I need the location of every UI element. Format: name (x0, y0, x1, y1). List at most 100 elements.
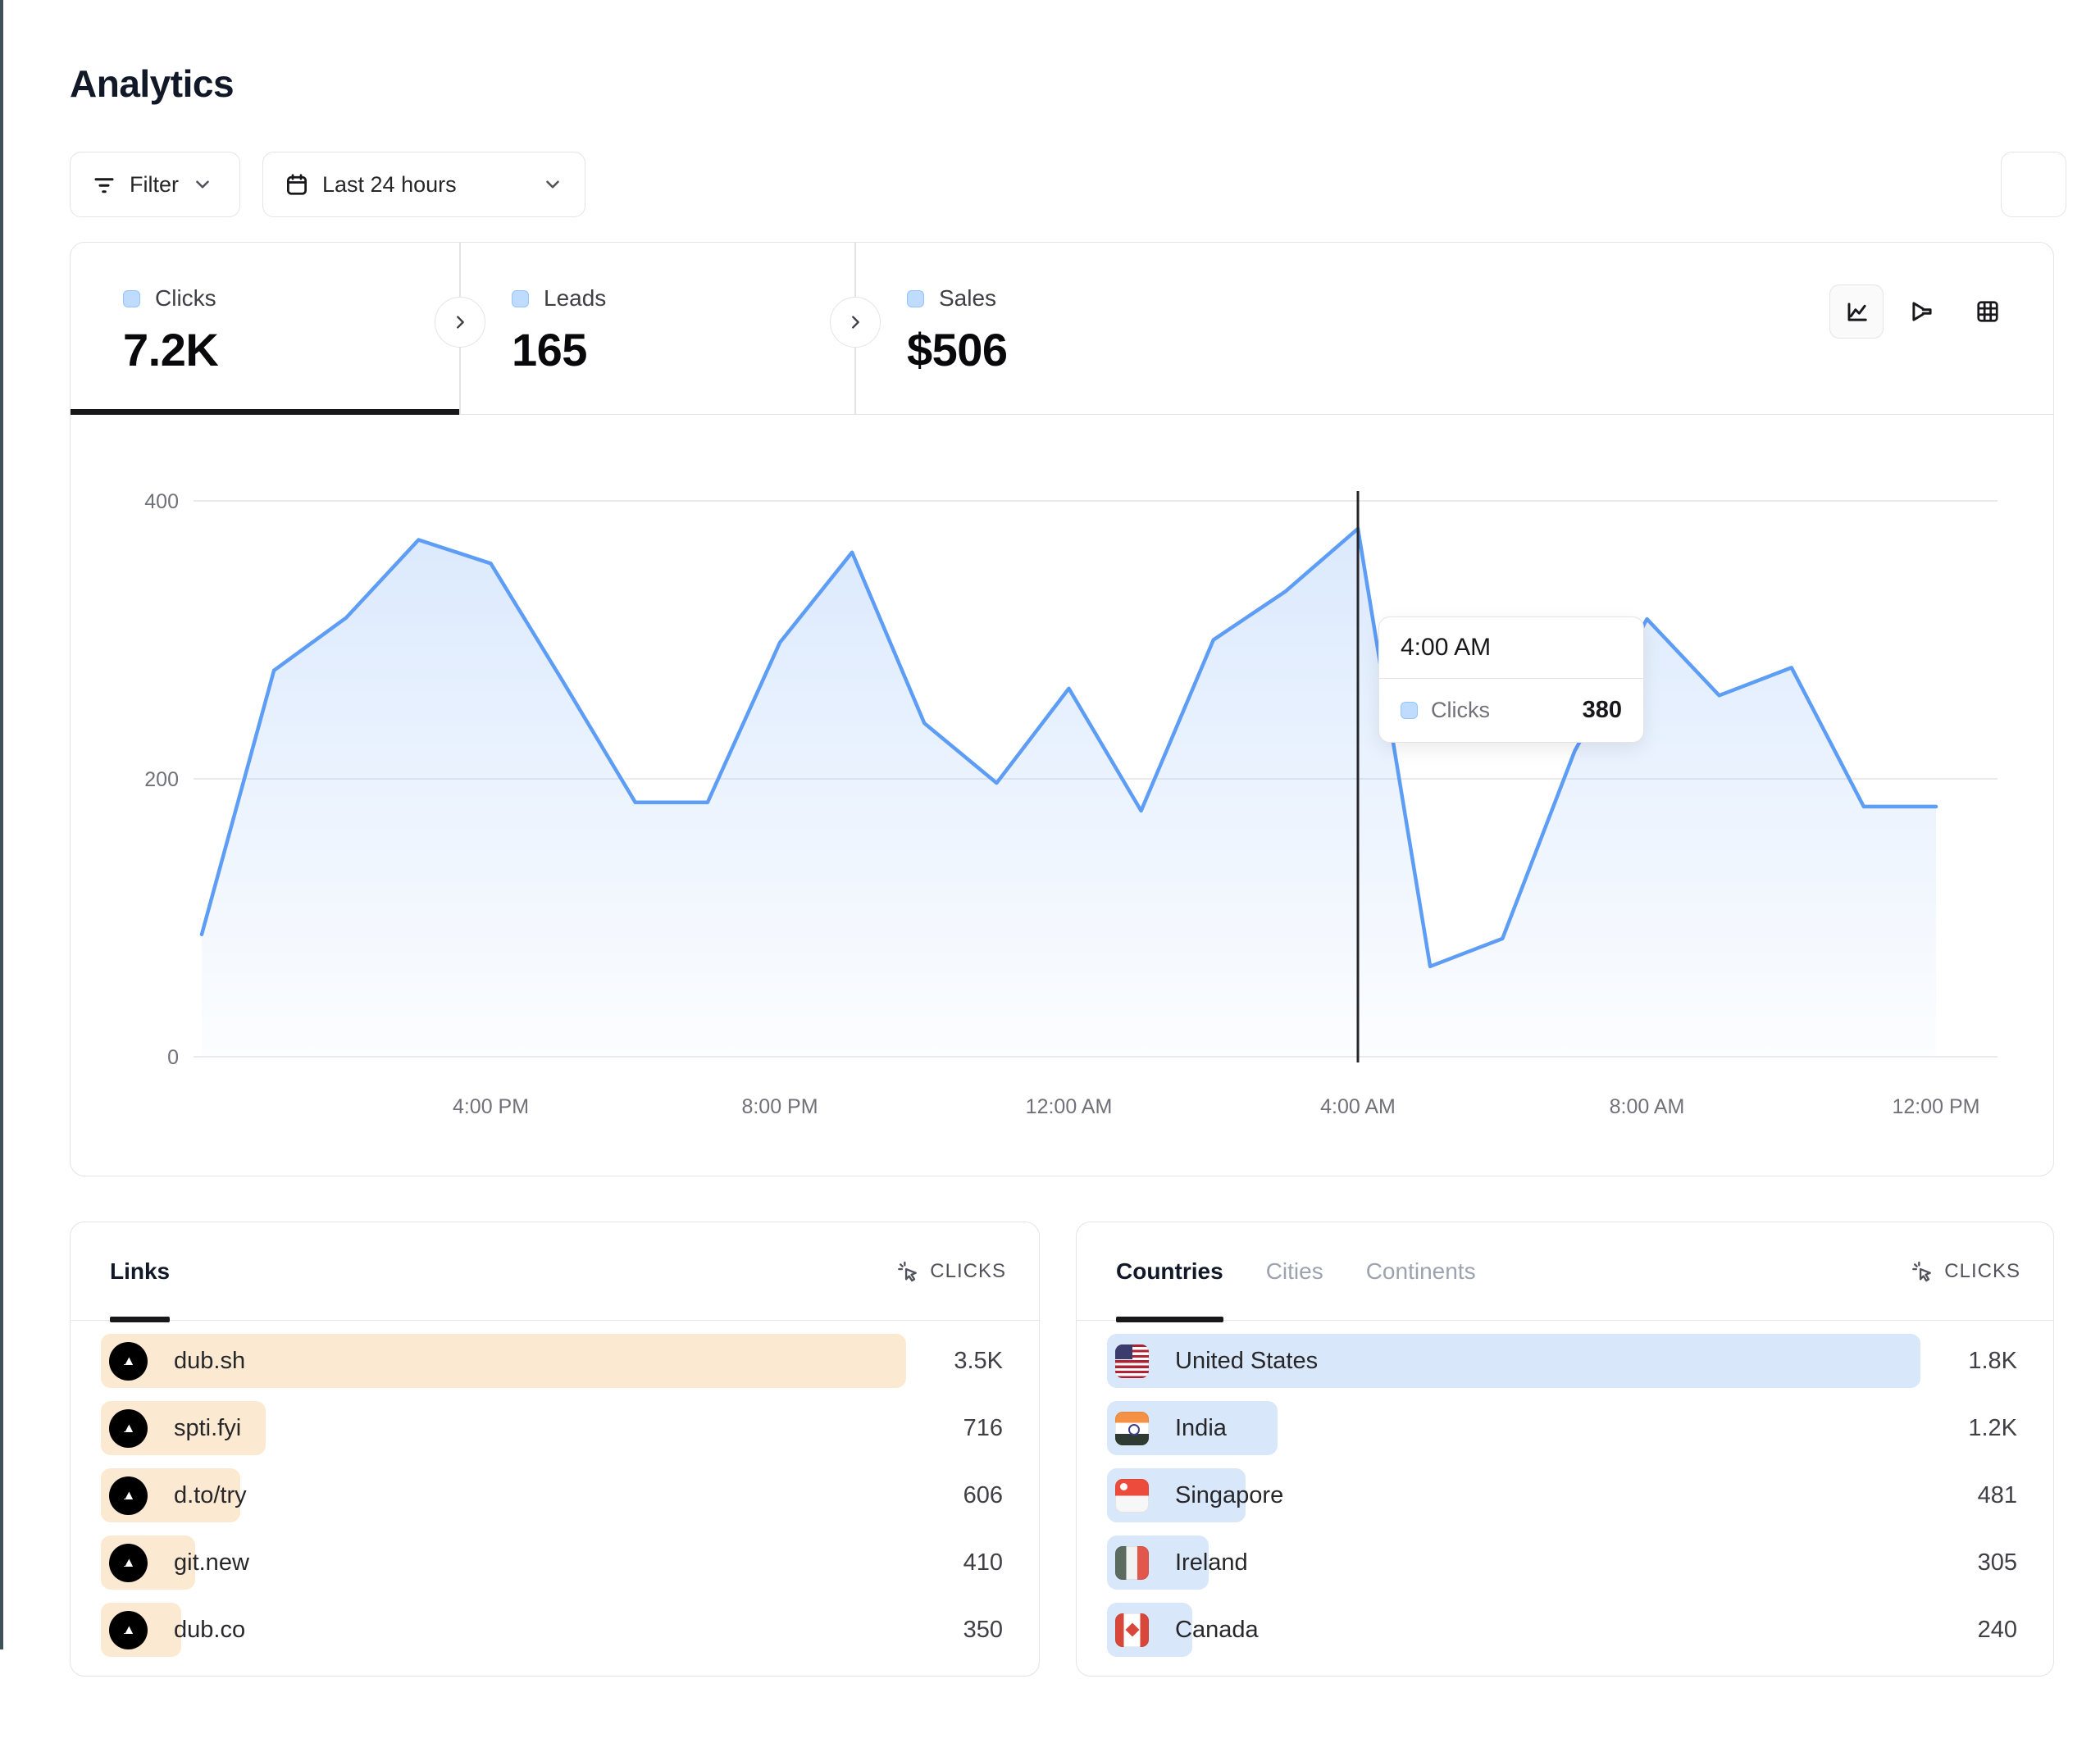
more-options-button[interactable] (2001, 152, 2066, 217)
links-metric-header[interactable]: CLICKS (897, 1260, 1006, 1283)
filter-icon (94, 178, 114, 193)
stat-label: Leads (544, 285, 607, 311)
chevron-right-icon (852, 316, 859, 329)
row-label: United States (1175, 1347, 1319, 1374)
sg-flag-icon (1115, 1478, 1149, 1513)
countries-panel: Countries Cities Continents CLICKS Unite… (1076, 1222, 2054, 1677)
link-row[interactable]: ▲ dub.sh 3.5K (101, 1334, 1003, 1388)
filter-button[interactable]: Filter (70, 152, 240, 217)
countries-panel-header: Countries Cities Continents CLICKS (1077, 1222, 2053, 1322)
link-row[interactable]: ▲ dub.co 350 (101, 1603, 1003, 1657)
date-range-button[interactable]: Last 24 hours (262, 152, 585, 217)
chart-area-fill (202, 528, 1936, 1057)
expand-leads-chevron[interactable] (830, 297, 881, 348)
tab-clicks[interactable]: Clicks 7.2K (71, 243, 459, 415)
row-clicks-value: 481 (1977, 1481, 2017, 1508)
country-row[interactable]: Singapore 481 (1107, 1468, 2017, 1522)
sales-legend-chip (907, 289, 924, 307)
tooltip-series-chip (1401, 702, 1418, 719)
active-tab-underline (71, 409, 459, 415)
countries-metric-header[interactable]: CLICKS (1911, 1260, 2020, 1283)
table-view-button[interactable] (1961, 284, 2015, 339)
countries-metric-label: CLICKS (1944, 1259, 2020, 1282)
chevron-right-icon (457, 316, 464, 329)
tab-countries[interactable]: Countries (1116, 1222, 1223, 1322)
date-range-label: Last 24 hours (322, 171, 457, 197)
links-metric-label: CLICKS (930, 1259, 1006, 1282)
tab-links[interactable]: Links (110, 1222, 171, 1322)
row-label: spti.fyi (174, 1414, 242, 1441)
dub-logo-icon: ▲ (109, 1476, 148, 1515)
row-label: dub.sh (174, 1347, 246, 1374)
bar-track (101, 1334, 906, 1388)
row-clicks-value: 606 (963, 1481, 1003, 1508)
row-label: Canada (1175, 1616, 1259, 1643)
link-row[interactable]: ▲ git.new 410 (101, 1536, 1003, 1590)
svg-text:4:00 PM: 4:00 PM (453, 1095, 529, 1118)
funnel-chart-view-button[interactable] (1895, 284, 1949, 339)
ca-flag-icon (1115, 1613, 1149, 1647)
row-content: ▲ git.new (109, 1536, 249, 1590)
row-content: ▲ dub.co (109, 1603, 245, 1657)
chart-line (199, 526, 1938, 969)
row-content: Singapore (1115, 1468, 1283, 1522)
clicks-icon (1912, 1261, 1932, 1281)
country-row[interactable]: India 1.2K (1107, 1401, 2017, 1455)
table-grid-icon (1977, 301, 1998, 322)
stat-label: Sales (939, 285, 997, 311)
bar-track (1107, 1401, 1920, 1455)
clicks-icon (898, 1261, 918, 1281)
country-row[interactable]: United States 1.8K (1107, 1334, 2017, 1388)
tab-continents[interactable]: Continents (1365, 1258, 1476, 1284)
row-label: dub.co (174, 1616, 246, 1643)
row-content: Ireland (1115, 1536, 1248, 1590)
tab-leads[interactable]: Leads 165 (459, 243, 854, 415)
row-label: India (1175, 1414, 1227, 1441)
svg-text:12:00 PM: 12:00 PM (1892, 1095, 1979, 1118)
dub-logo-icon: ▲ (109, 1341, 148, 1381)
row-clicks-value: 350 (963, 1616, 1003, 1643)
row-content: ▲ spti.fyi (109, 1401, 241, 1455)
svg-text:0: 0 (167, 1046, 179, 1069)
svg-text:4:00 AM: 4:00 AM (1320, 1095, 1396, 1118)
svg-text:200: 200 (144, 768, 179, 791)
filter-button-label: Filter (130, 171, 179, 197)
dub-logo-icon: ▲ (109, 1543, 148, 1582)
tab-sales[interactable]: Sales $506 (854, 243, 1248, 415)
line-chart-view-button[interactable] (1829, 284, 1884, 339)
row-label: Ireland (1175, 1549, 1248, 1576)
funnel-icon (1912, 302, 1932, 321)
leads-legend-chip (512, 289, 529, 307)
svg-text:400: 400 (144, 490, 179, 513)
page-title: Analytics (70, 62, 235, 105)
row-clicks-value: 3.5K (954, 1347, 1003, 1374)
country-row[interactable]: Canada 240 (1107, 1603, 2017, 1657)
stat-label: Clicks (155, 285, 216, 311)
row-clicks-value: 716 (963, 1414, 1003, 1441)
chevron-down-icon (546, 180, 559, 189)
row-content: ▲ d.to/try (109, 1468, 247, 1522)
chart-axis-labels: 0 200 400 4:00 PM 8:00 PM 12:00 AM 4:00 AM 8:00… (144, 490, 1979, 1118)
link-row[interactable]: ▲ spti.fyi 716 (101, 1401, 1003, 1455)
clicks-area-chart[interactable]: 0 200 400 4:00 PM 8:00 PM 12:00 AM 4:00 AM 8:00… (71, 415, 2055, 1177)
expand-clicks-chevron[interactable] (435, 297, 485, 348)
row-content: United States (1115, 1334, 1318, 1388)
bar-track (1107, 1334, 1920, 1388)
link-row[interactable]: ▲ d.to/try 606 (101, 1468, 1003, 1522)
links-list: ▲ dub.sh 3.5K ▲ spti.fyi 716 ▲ d.to/try 606 ▲ git.… (71, 1321, 1039, 1657)
analytics-card: Clicks 7.2K Leads 165 Sales $506 (70, 242, 2054, 1176)
row-clicks-value: 240 (1977, 1616, 2017, 1643)
tooltip-series-label: Clicks (1431, 698, 1490, 722)
line-chart-icon (1847, 303, 1867, 321)
row-label: Singapore (1175, 1481, 1284, 1508)
clicks-bar (1107, 1334, 1920, 1388)
stat-tabs-row: Clicks 7.2K Leads 165 Sales $506 (71, 243, 2053, 415)
tooltip-value: 380 (1582, 697, 1622, 723)
window-edge-line (0, 0, 3, 1649)
dub-logo-icon: ▲ (109, 1610, 148, 1649)
country-row[interactable]: Ireland 305 (1107, 1536, 2017, 1590)
row-content: ▲ dub.sh (109, 1334, 245, 1388)
tab-cities[interactable]: Cities (1265, 1258, 1323, 1284)
stat-value: $506 (907, 324, 1008, 375)
